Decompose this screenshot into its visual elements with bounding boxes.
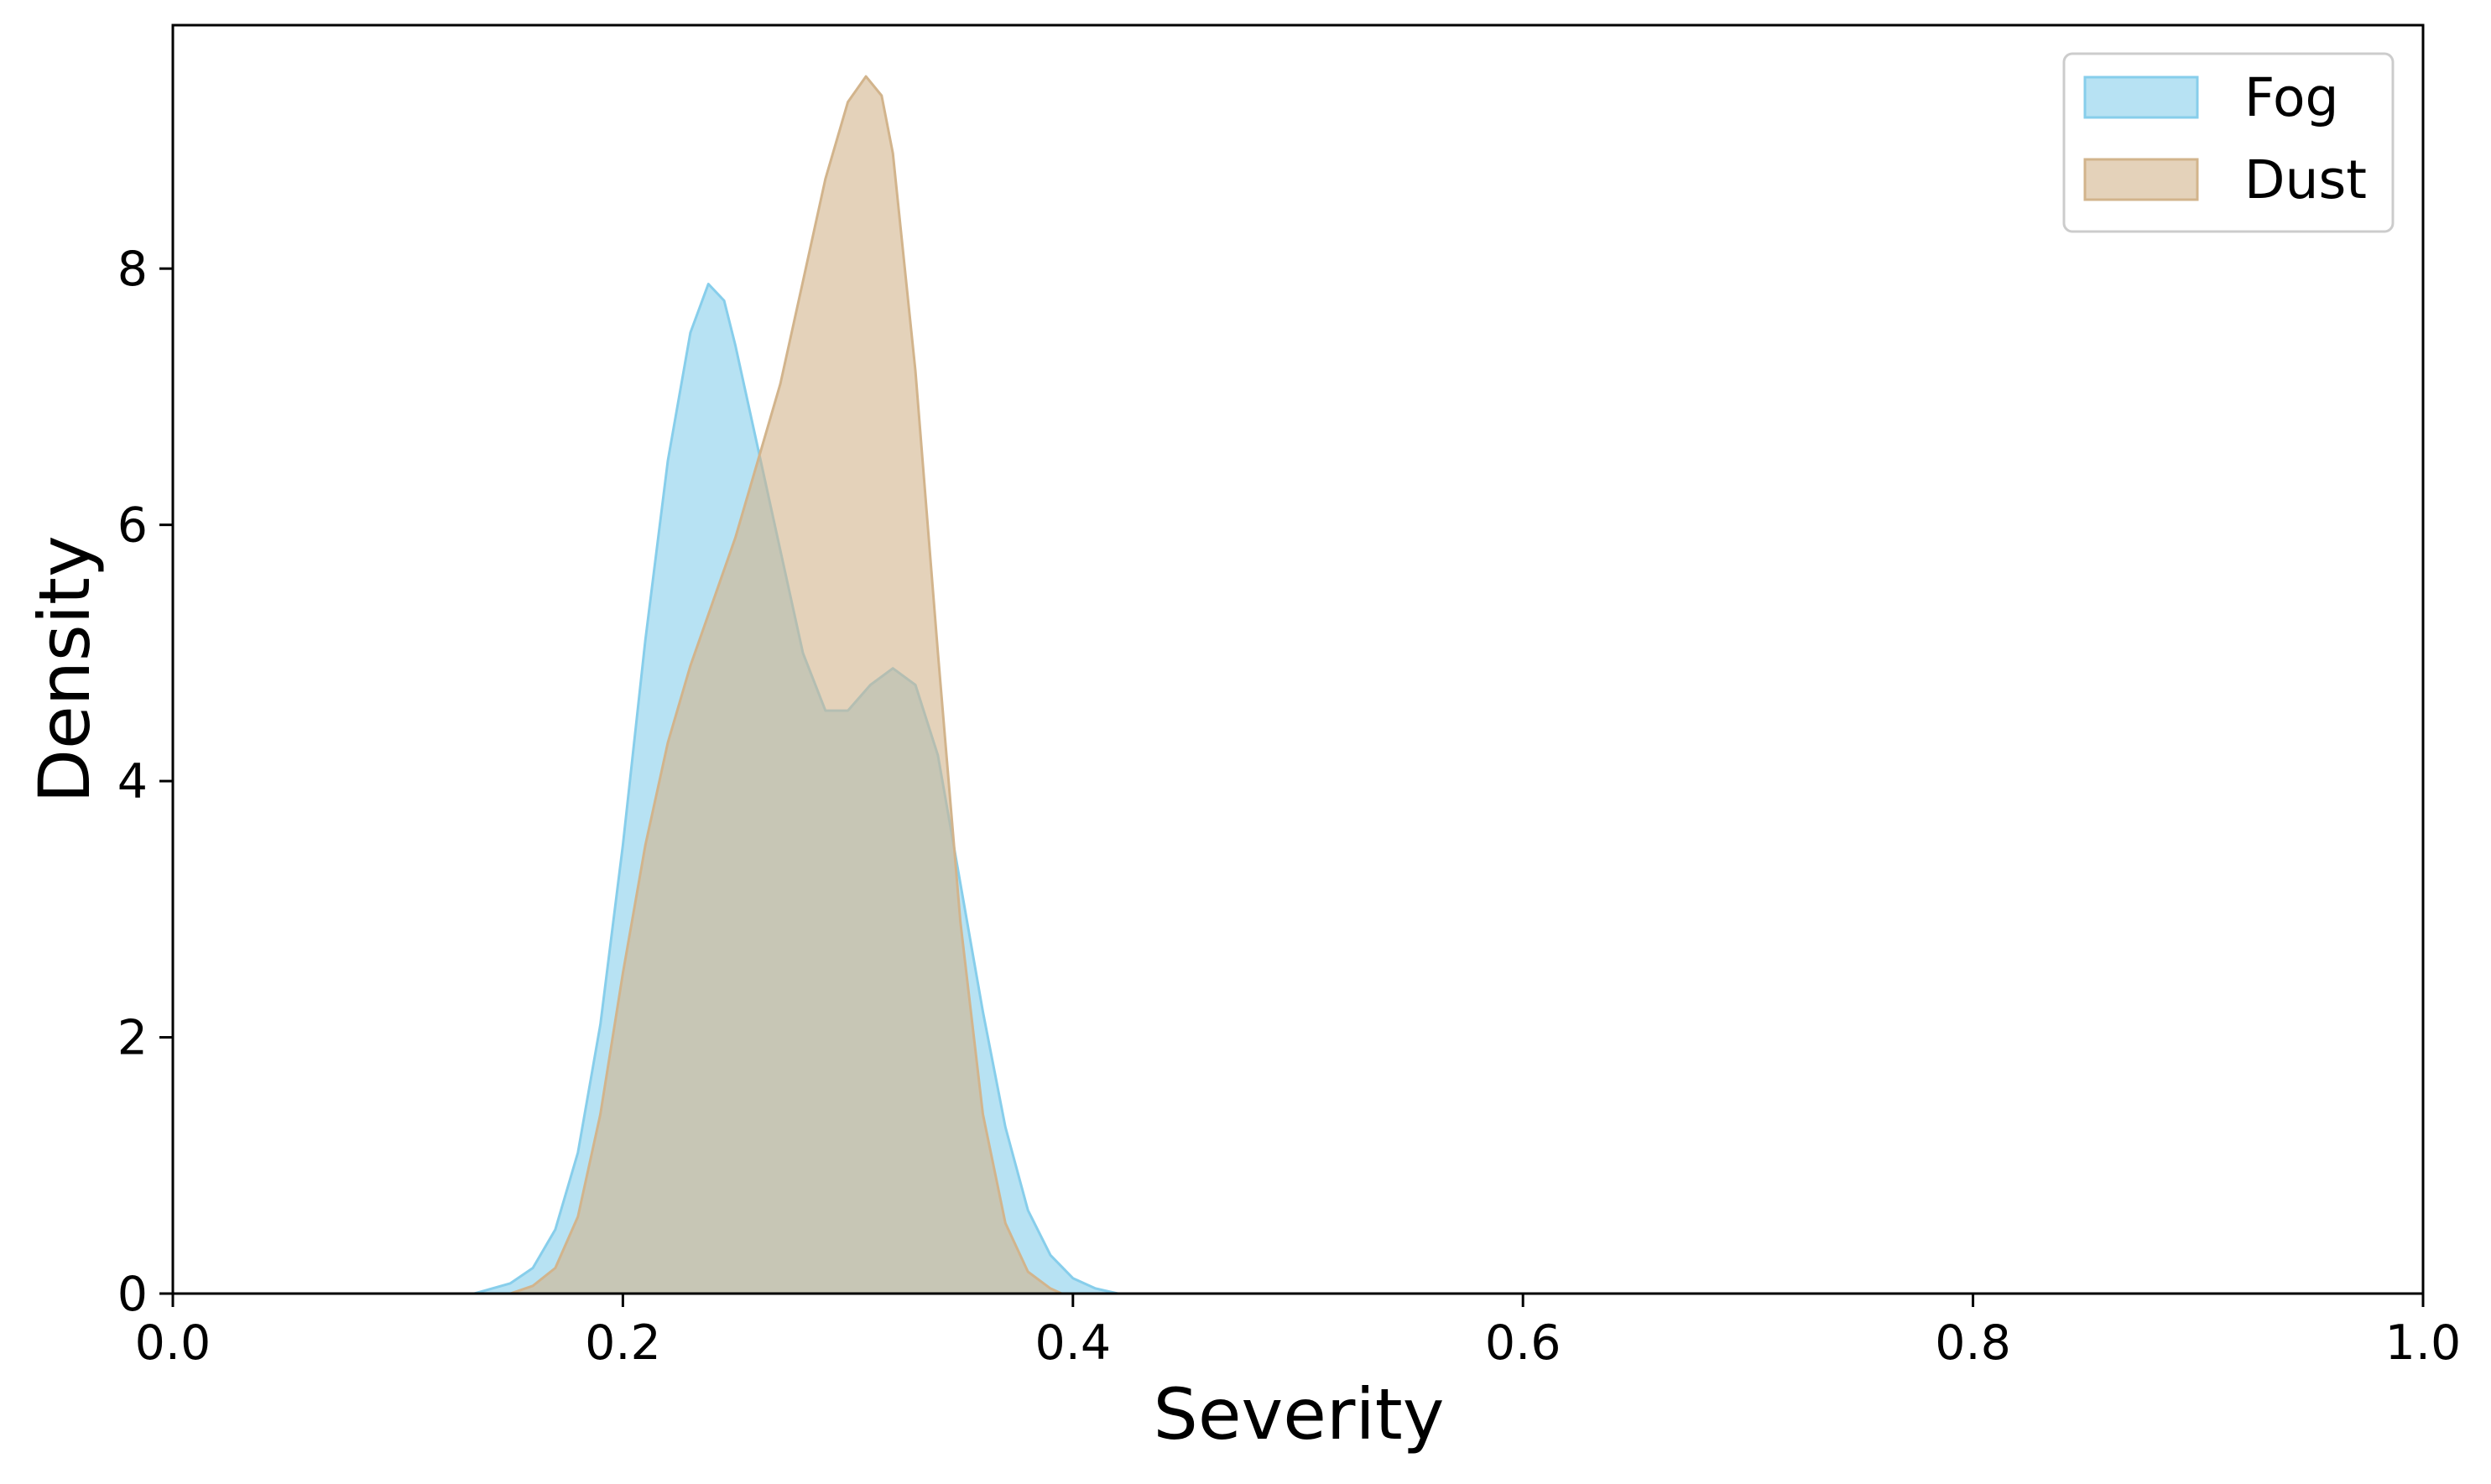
plot-frame (171, 23, 2425, 1295)
legend-label-dust: Dust (2244, 149, 2367, 211)
y-tick-label: 0 (117, 1267, 148, 1322)
x-tick-label: 1.0 (2385, 1315, 2462, 1371)
y-tick-label: 6 (117, 498, 148, 554)
y-axis-title: Density (23, 535, 106, 803)
x-axis-title: Severity (1154, 1373, 1445, 1455)
legend: Fog Dust (2062, 52, 2395, 233)
x-tick-label: 0.0 (135, 1315, 211, 1371)
axes-layer: 0.0 0.2 0.4 0.6 0.8 1.0 0 2 4 6 8 (117, 23, 2462, 1371)
legend-swatch-fog (2083, 76, 2199, 119)
legend-swatch-dust (2083, 158, 2199, 201)
x-tick-label: 0.6 (1485, 1315, 1561, 1371)
legend-label-fog: Fog (2244, 67, 2339, 128)
x-tick-label: 0.2 (585, 1315, 661, 1371)
x-tick-label: 0.4 (1034, 1315, 1111, 1371)
y-tick-label: 4 (117, 754, 148, 810)
x-tick-label: 0.8 (1935, 1315, 2011, 1371)
y-tick-label: 2 (117, 1011, 148, 1066)
series-layer (472, 75, 1119, 1295)
series-area-dust (508, 75, 1063, 1295)
y-tick-label: 8 (117, 242, 148, 297)
